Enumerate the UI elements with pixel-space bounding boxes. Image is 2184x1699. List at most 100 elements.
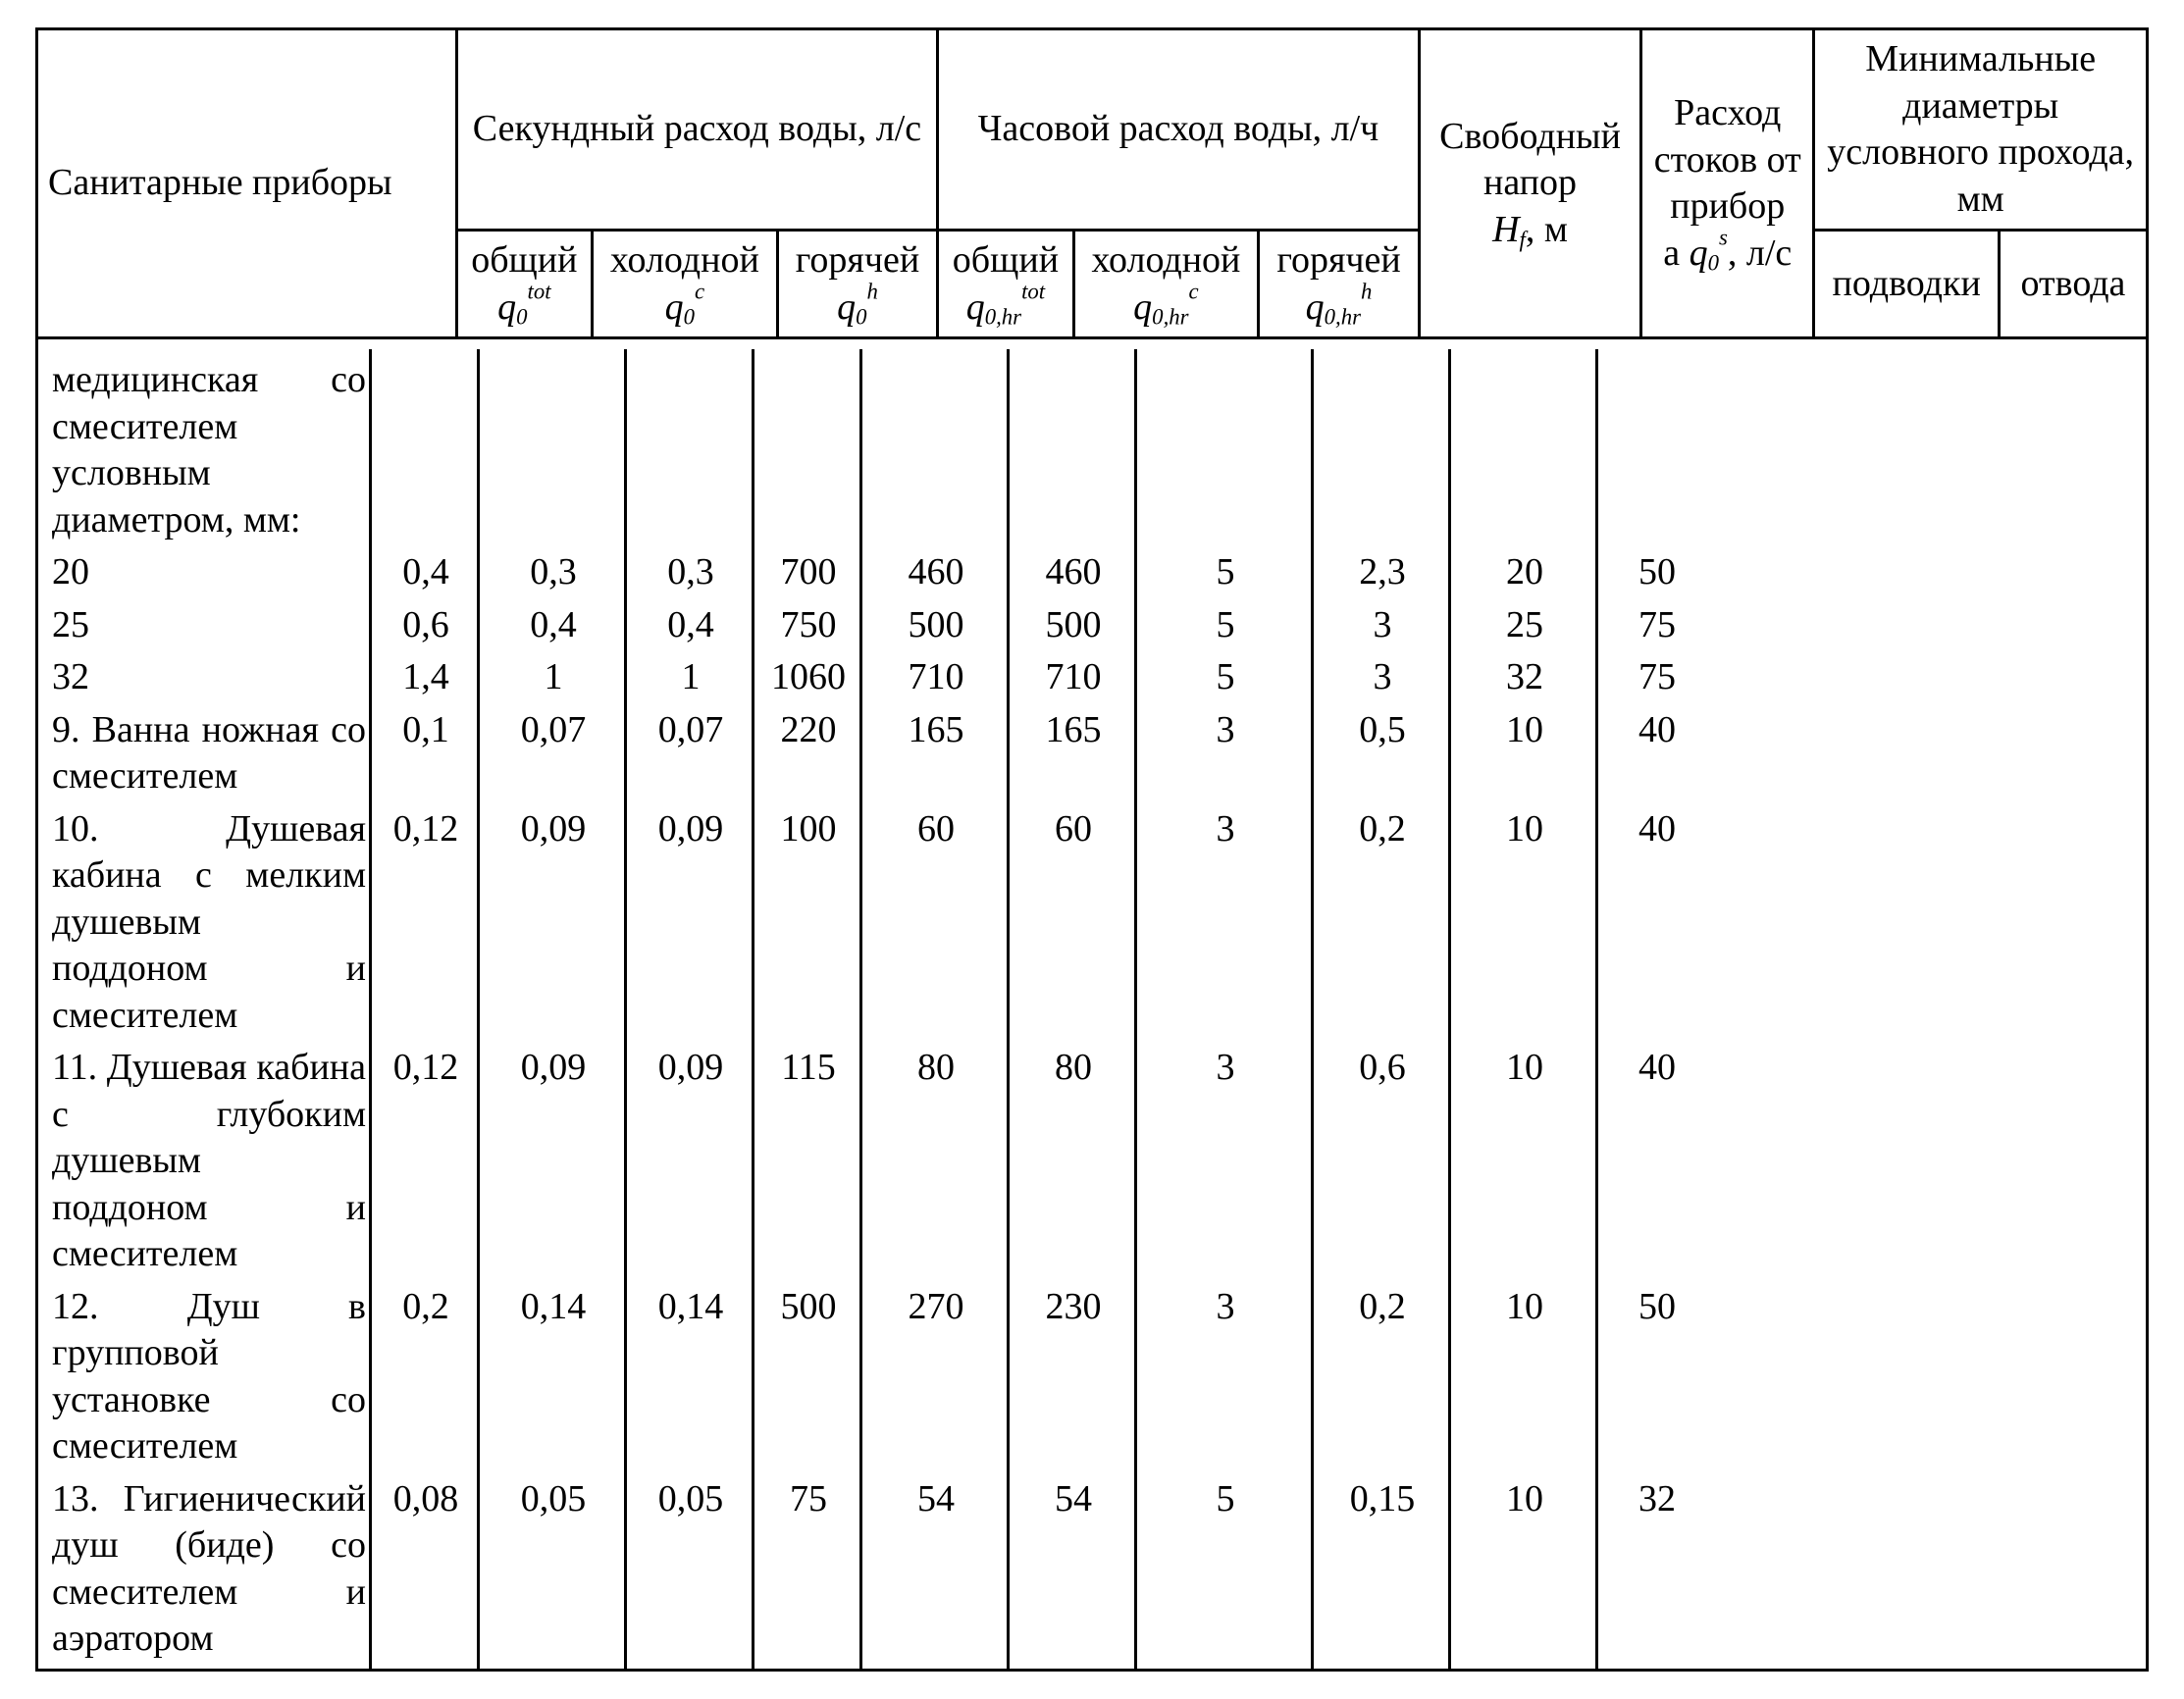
table-body: медицинская со смесителем условным диаме… [37,338,2148,1671]
cell: 750 [752,602,862,655]
sec-cold-symbol: q0c [665,286,705,328]
cell: 710 [859,654,1010,707]
sec-total-label: общий [471,239,577,281]
col-header-sec-cold: холодной q0c [593,231,778,338]
col-header-free-head: Свободный напор Hf, м [1419,29,1640,338]
row-label: 11. Душевая кабина с глубоким душевым по… [38,1045,372,1284]
cell: 0,05 [477,1476,627,1669]
cell: 0,3 [624,549,754,602]
cell: 3 [1134,1045,1314,1284]
col-header-sec-hot: горячей q0h [777,231,938,338]
cell: 40 [1595,1045,1716,1284]
col-header-devices: Санитарные приборы [37,29,457,338]
table-row: медицинская со смесителем условным диаме… [38,349,2146,549]
cell: 0,07 [477,707,627,806]
hr-hot-label: горячей [1276,239,1400,281]
free-head-unit: м [1544,209,1568,250]
cell: 1 [624,654,754,707]
cell: 1,4 [369,654,480,707]
cell: 0,2 [1311,806,1451,1046]
cell [752,349,862,549]
cell: 0,4 [624,602,754,655]
cell: 0,09 [624,806,754,1046]
cell: 0,3 [477,549,627,602]
cell: 0,2 [369,1284,480,1476]
cell: 0,14 [624,1284,754,1476]
table-row: 9. Ванна ножная со смесителем0,10,070,07… [38,707,2146,806]
cell: 50 [1595,1284,1716,1476]
table-body-cell: медицинская со смесителем условным диаме… [37,338,2148,1671]
table-row: 11. Душевая кабина с глубоким душевым по… [38,1045,2146,1284]
row-label: 25 [38,602,372,655]
row-label: 13. Гигиенический душ (биде) со смесител… [38,1476,372,1669]
cell: 10 [1448,1045,1598,1284]
cell: 54 [1007,1476,1137,1669]
cell: 80 [1007,1045,1137,1284]
cell: 0,08 [369,1476,480,1669]
cell: 460 [859,549,1010,602]
cell [1595,349,1716,549]
col-header-drain: Расход стоков от прибор а q0s, л/с [1641,29,1814,338]
cell: 0,2 [1311,1284,1451,1476]
cell: 40 [1595,707,1716,806]
table-row: 13. Гигиенический душ (биде) со смесител… [38,1476,2146,1669]
cell: 0,14 [477,1284,627,1476]
cell: 0,1 [369,707,480,806]
cell: 5 [1134,549,1314,602]
drain-prefix: а [1663,232,1689,274]
free-head-label: Свободный напор [1439,116,1621,204]
cell: 50 [1595,549,1716,602]
cell: 460 [1007,549,1137,602]
cell: 3 [1134,806,1314,1046]
cell: 10 [1448,1476,1598,1669]
cell [477,349,627,549]
cell: 20 [1448,549,1598,602]
col-header-supply: подводки [1814,231,2000,338]
cell: 0,5 [1311,707,1451,806]
cell: 0,09 [477,1045,627,1284]
row-label: 20 [38,549,372,602]
cell: 115 [752,1045,862,1284]
sec-hot-symbol: q0h [837,286,878,328]
cell: 2,3 [1311,549,1451,602]
sec-cold-label: холодной [610,239,759,281]
cell: 0,12 [369,806,480,1046]
cell: 1 [477,654,627,707]
col-header-hr-total: общий q0,hrtot [938,231,1073,338]
cell: 0,6 [1311,1045,1451,1284]
cell [1134,349,1314,549]
cell: 10 [1448,806,1598,1046]
drain-symbol: q0s [1690,232,1728,274]
row-label: медицинская со смесителем условным диаме… [38,349,372,549]
cell: 165 [859,707,1010,806]
cell: 165 [1007,707,1137,806]
sec-total-symbol: q0tot [497,286,550,328]
table-row: 10. Душевая кабина с мелким душевым подд… [38,806,2146,1046]
cell [624,349,754,549]
cell: 54 [859,1476,1010,1669]
hr-hot-symbol: q0,hrh [1306,286,1373,328]
cell [369,349,480,549]
cell: 75 [1595,602,1716,655]
cell [859,349,1010,549]
cell: 710 [1007,654,1137,707]
col-header-sec-total: общий q0tot [456,231,592,338]
cell: 0,15 [1311,1476,1451,1669]
cell: 3 [1311,654,1451,707]
cell: 270 [859,1284,1010,1476]
cell: 60 [859,806,1010,1046]
cell: 60 [1007,806,1137,1046]
table-header: Санитарные приборы Секундный расход воды… [37,29,2148,338]
cell: 75 [1595,654,1716,707]
table-row: 321,4111060710710533275 [38,654,2146,707]
col-header-hr-hot: горячей q0,hrh [1259,231,1420,338]
free-head-symbol: Hf [1492,209,1526,250]
cell: 75 [752,1476,862,1669]
cell: 0,12 [369,1045,480,1284]
cell: 10 [1448,1284,1598,1476]
cell: 25 [1448,602,1598,655]
table-row: 12. Душ в групповой установке со смесите… [38,1284,2146,1476]
cell: 0,05 [624,1476,754,1669]
col-header-outlet: отвода [1999,231,2147,338]
cell: 5 [1134,602,1314,655]
